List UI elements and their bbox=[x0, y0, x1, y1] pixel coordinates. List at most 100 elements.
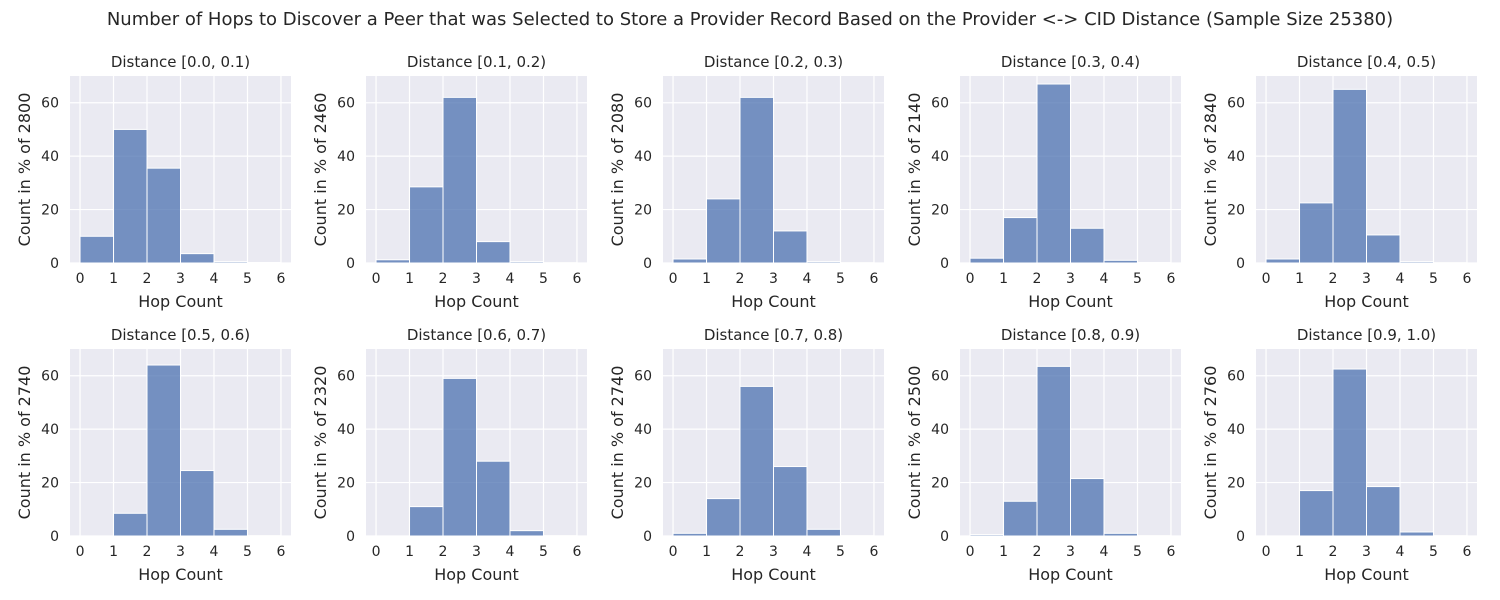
panel-title: Distance [0.1, 0.2) bbox=[407, 53, 546, 71]
x-tick-label: 5 bbox=[539, 544, 548, 560]
y-axis-label: Count in % of 2080 bbox=[608, 93, 627, 247]
histogram-bar bbox=[672, 258, 708, 264]
panel-title: Distance [0.9, 1.0) bbox=[1297, 326, 1436, 344]
x-tick-label: 2 bbox=[143, 544, 152, 560]
y-tick-label: 20 bbox=[337, 203, 355, 219]
y-tick-label: 60 bbox=[1227, 369, 1245, 385]
x-tick-label: 5 bbox=[243, 544, 252, 560]
x-tick-label: 1 bbox=[109, 271, 118, 287]
x-tick-label: 4 bbox=[210, 271, 219, 287]
x-tick-label: 5 bbox=[1133, 271, 1142, 287]
x-axis-label: Hop Count bbox=[1028, 565, 1113, 584]
y-axis-label: Count in % of 2840 bbox=[1201, 93, 1220, 247]
x-tick-label: 5 bbox=[243, 271, 252, 287]
histogram-bar bbox=[1003, 217, 1038, 264]
x-tick-label: 6 bbox=[276, 544, 285, 560]
x-axis-label: Hop Count bbox=[1324, 565, 1409, 584]
x-tick-label: 1 bbox=[999, 544, 1008, 560]
y-tick-label: 20 bbox=[337, 476, 355, 492]
histogram-bar bbox=[672, 532, 708, 537]
figure-title: Number of Hops to Discover a Peer that w… bbox=[106, 9, 1394, 30]
x-tick-label: 2 bbox=[736, 271, 745, 287]
histogram-bar bbox=[509, 261, 544, 264]
x-axis-label: Hop Count bbox=[434, 292, 519, 311]
x-tick-label: 0 bbox=[669, 271, 678, 287]
y-axis-label: Count in % of 2740 bbox=[608, 366, 627, 520]
x-tick-label: 2 bbox=[439, 271, 448, 287]
histogram-bar bbox=[1136, 261, 1172, 264]
x-tick-label: 2 bbox=[736, 544, 745, 560]
histogram-bar bbox=[375, 259, 411, 264]
panel-title: Distance [0.4, 0.5) bbox=[1297, 53, 1436, 71]
y-tick-label: 60 bbox=[337, 369, 355, 385]
y-tick-label: 60 bbox=[931, 369, 949, 385]
x-tick-label: 3 bbox=[176, 271, 185, 287]
histogram-bar bbox=[1103, 259, 1138, 264]
histogram-bar bbox=[773, 230, 808, 264]
histogram-bar bbox=[806, 261, 841, 264]
x-tick-label: 3 bbox=[1362, 271, 1371, 287]
histogram-bar bbox=[806, 528, 841, 537]
x-axis-label: Hop Count bbox=[138, 565, 223, 584]
y-tick-label: 0 bbox=[346, 256, 355, 272]
x-tick-label: 1 bbox=[702, 544, 711, 560]
y-tick-label: 40 bbox=[931, 422, 949, 438]
y-axis-label: Count in % of 2460 bbox=[311, 93, 330, 247]
y-tick-label: 60 bbox=[931, 96, 949, 112]
histogram-bar bbox=[969, 534, 1005, 537]
x-tick-label: 4 bbox=[506, 271, 515, 287]
y-tick-label: 60 bbox=[634, 369, 652, 385]
y-tick-label: 0 bbox=[1236, 256, 1245, 272]
y-tick-label: 20 bbox=[634, 476, 652, 492]
x-tick-label: 4 bbox=[1396, 544, 1405, 560]
y-tick-label: 20 bbox=[1227, 203, 1245, 219]
histogram-bar bbox=[113, 128, 148, 264]
y-tick-label: 0 bbox=[643, 256, 652, 272]
x-tick-label: 0 bbox=[372, 544, 381, 560]
histogram-bar bbox=[146, 167, 181, 264]
histogram-bar bbox=[442, 96, 477, 264]
x-tick-label: 3 bbox=[472, 271, 481, 287]
panel-title: Distance [0.5, 0.6) bbox=[111, 326, 250, 344]
histogram-bar bbox=[739, 385, 774, 537]
y-tick-label: 20 bbox=[41, 203, 59, 219]
y-tick-label: 60 bbox=[41, 96, 59, 112]
x-tick-label: 4 bbox=[1100, 271, 1109, 287]
x-tick-label: 3 bbox=[769, 271, 778, 287]
x-axis-label: Hop Count bbox=[731, 565, 816, 584]
y-tick-label: 40 bbox=[634, 422, 652, 438]
x-tick-label: 4 bbox=[1396, 271, 1405, 287]
y-tick-label: 20 bbox=[634, 203, 652, 219]
y-tick-label: 0 bbox=[1236, 529, 1245, 545]
y-tick-label: 60 bbox=[41, 369, 59, 385]
histogram-bar bbox=[146, 364, 181, 537]
y-tick-label: 0 bbox=[50, 256, 59, 272]
x-tick-label: 0 bbox=[76, 271, 85, 287]
x-tick-label: 0 bbox=[76, 544, 85, 560]
y-tick-label: 60 bbox=[1227, 96, 1245, 112]
y-tick-label: 0 bbox=[643, 529, 652, 545]
y-axis-label: Count in % of 2320 bbox=[311, 366, 330, 520]
y-axis-label: Count in % of 2140 bbox=[905, 93, 924, 247]
y-tick-label: 40 bbox=[931, 149, 949, 165]
panel-title: Distance [0.0, 0.1) bbox=[111, 53, 250, 71]
x-tick-label: 1 bbox=[405, 271, 414, 287]
histogram-bar bbox=[1070, 478, 1105, 537]
histogram-bar bbox=[1299, 202, 1334, 264]
x-tick-label: 6 bbox=[572, 544, 581, 560]
x-tick-label: 1 bbox=[405, 544, 414, 560]
histogram-bar bbox=[773, 466, 808, 537]
histogram-bar bbox=[79, 235, 115, 264]
y-tick-label: 40 bbox=[1227, 422, 1245, 438]
histogram-bar bbox=[706, 498, 741, 537]
histogram-bar bbox=[1003, 500, 1038, 537]
x-tick-label: 0 bbox=[966, 544, 975, 560]
x-tick-label: 6 bbox=[572, 271, 581, 287]
histogram-bar bbox=[1399, 531, 1434, 537]
x-tick-label: 6 bbox=[1462, 271, 1471, 287]
